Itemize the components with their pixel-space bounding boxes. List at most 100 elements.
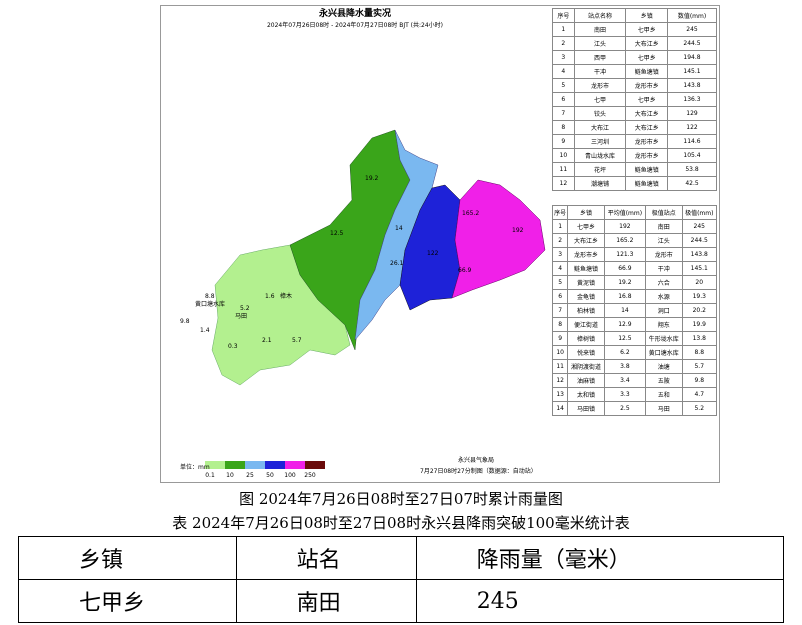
table-row: 12 油麻镇 3.4 五陂 9.8	[551, 373, 717, 388]
cell: 便江街道	[567, 317, 605, 332]
cell: 13.8	[681, 331, 717, 346]
cell: 樟树镇	[567, 331, 605, 346]
header-cell: 乡镇	[567, 205, 605, 220]
cell: 12	[551, 373, 569, 388]
cell: 牛形垅水库	[645, 331, 683, 346]
cell: 铰头	[573, 106, 627, 121]
map-label: 黄口塘水库	[195, 300, 225, 308]
table-row: 6 七甲 七甲乡 136.3	[552, 92, 717, 107]
table-row: 2 江头 大布江乡 244.5	[552, 36, 717, 51]
made-time: 7月27日08时27分制图（数据源：自动站）	[420, 467, 537, 475]
header-cell: 序号	[551, 205, 569, 220]
cell: 20.2	[681, 303, 717, 318]
cell: 2	[552, 36, 575, 51]
cell: 145.1	[681, 261, 717, 276]
cell: 五和	[645, 387, 683, 402]
table-row: 3 西甲 七甲乡 194.8	[552, 50, 717, 65]
cell: 136.3	[667, 92, 717, 107]
cell: 7	[552, 106, 575, 121]
cell: 244.5	[667, 36, 717, 51]
cell: 黄泥镇	[567, 275, 605, 290]
cell: 湘阴渡街道	[567, 359, 605, 374]
cell: 2.5	[603, 401, 647, 416]
cell: 大布江乡	[625, 106, 669, 121]
legend-label: 25	[246, 472, 254, 479]
map: 永兴县降水量实况 2024年07月26日08时 - 2024年07月27日08时…	[180, 7, 546, 479]
map-label: 2.1	[262, 337, 272, 344]
map-label: 165.2	[462, 210, 479, 217]
cell: 8.8	[681, 345, 717, 360]
cell: 114.6	[667, 134, 717, 149]
cell: 4	[551, 261, 569, 276]
header-cell: 平均值(mm)	[603, 205, 647, 220]
region	[354, 129, 439, 341]
cell: 干冲	[573, 64, 627, 79]
map-label: 192	[512, 227, 524, 234]
cell: 大布江	[573, 120, 627, 135]
table-row: 5 龙形市 龙形市乡 143.8	[552, 78, 717, 93]
cell: 6	[552, 92, 575, 107]
cell: 8	[551, 317, 569, 332]
cell: 7	[551, 303, 569, 318]
cell: 花坪	[573, 162, 627, 177]
cell: 8	[552, 120, 575, 135]
table-row: 9 三河圳 龙形市乡 114.6	[552, 134, 717, 149]
legend-swatch	[265, 461, 285, 469]
cell: 龙形市乡	[625, 78, 669, 93]
cell: 五陂	[645, 373, 683, 388]
cell: 145.1	[667, 64, 717, 79]
table-row: 8 便江街道 12.9 翔东 19.9	[551, 317, 717, 332]
cell: 鲢鱼塘镇	[625, 176, 669, 191]
map-label: 8.8	[205, 293, 215, 300]
cell: 油塘	[645, 359, 683, 374]
cell: 南田	[645, 219, 683, 234]
table-row: 7 柏林镇 14 洞口 20.2	[551, 303, 717, 318]
header-cell: 极值站点	[645, 205, 683, 220]
cell: 2	[551, 233, 569, 248]
cell: 大布江乡	[625, 120, 669, 135]
table-row: 1 七甲乡 192 南田 245	[551, 219, 717, 234]
cell: 19.9	[681, 317, 717, 332]
cell: 9.8	[681, 373, 717, 388]
cell: 大布江乡	[567, 233, 605, 248]
table-row: 2 大布江乡 165.2 江头 244.5	[551, 233, 717, 248]
map-label: 5.2	[240, 305, 250, 312]
cell: 南田	[235, 579, 417, 623]
table-row: 11 湘阴渡街道 3.8 油塘 5.7	[551, 359, 717, 374]
cell: 三河圳	[573, 134, 627, 149]
cell: 143.8	[681, 247, 717, 262]
region	[399, 184, 461, 311]
town-table: 序号 乡镇 平均值(mm) 极值站点 极值(mm) 1 七甲乡 192 南田 245 2 大布江乡 16…	[551, 205, 717, 416]
cell: 19.2	[603, 275, 647, 290]
cell: 西甲	[573, 50, 627, 65]
map-title: 永兴县降水量实况	[318, 7, 391, 19]
cell: 黄口塘水库	[645, 345, 683, 360]
cell: 6.2	[603, 345, 647, 360]
cell: 3.8	[603, 359, 647, 374]
cell: 七甲乡	[625, 92, 669, 107]
cell: 10	[551, 345, 569, 360]
cell: 11	[551, 359, 569, 374]
map-label: 12.5	[330, 230, 344, 237]
table-row: 4 鲢鱼塘镇 66.9 干冲 145.1	[551, 261, 717, 276]
cell: 13	[551, 387, 569, 402]
cell: 3	[551, 247, 569, 262]
legend-label: 50	[266, 472, 274, 479]
cell: 192	[603, 219, 647, 234]
cell: 鲢鱼塘镇	[625, 162, 669, 177]
cell: 龙形市乡	[567, 247, 605, 262]
map-label: 1.4	[200, 327, 210, 334]
figure-frame	[160, 5, 720, 483]
cell: 5.7	[681, 359, 717, 374]
cell: 129	[667, 106, 717, 121]
cell: 12.5	[603, 331, 647, 346]
legend-swatch	[305, 461, 325, 469]
cell: 七甲乡	[18, 579, 237, 623]
cell: 悦来镇	[567, 345, 605, 360]
map-label: 1.6	[265, 293, 275, 300]
legend-label: 100	[284, 472, 296, 479]
cell: 龙形市乡	[625, 148, 669, 163]
cell: 66.9	[603, 261, 647, 276]
cell: 245	[415, 579, 785, 623]
map-label: 26.1	[390, 260, 404, 267]
